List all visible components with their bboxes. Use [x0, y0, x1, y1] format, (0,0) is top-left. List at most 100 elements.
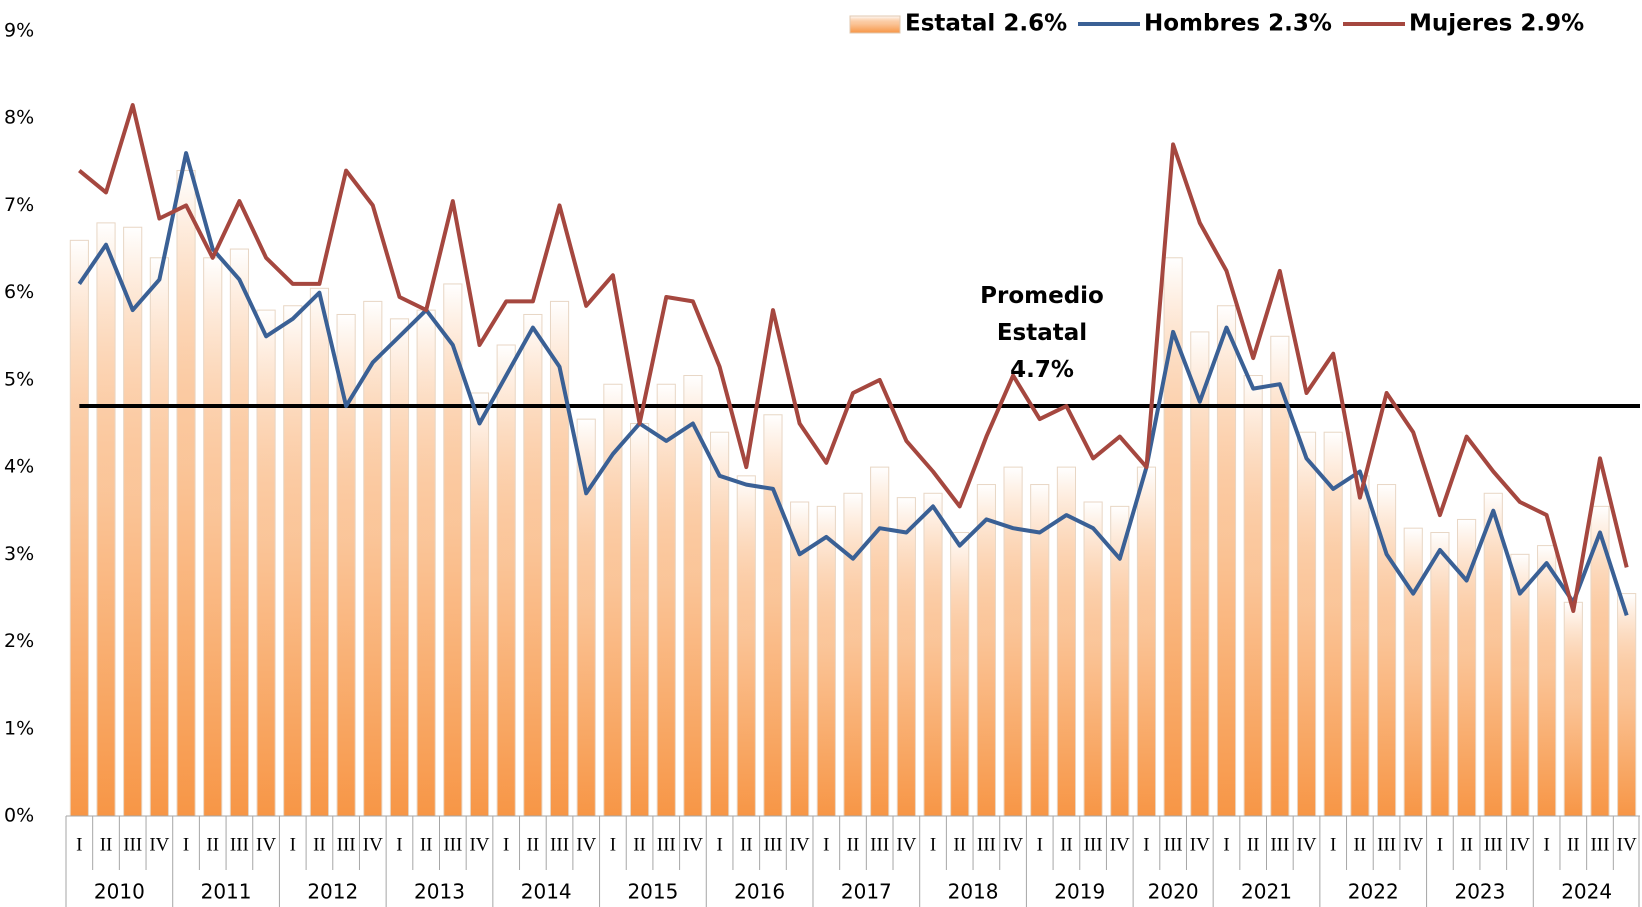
bar	[1083, 501, 1103, 817]
x-tick-label: III	[977, 834, 996, 855]
bar	[1003, 466, 1023, 817]
y-tick-label: 9%	[4, 20, 34, 42]
x-tick-label: IV	[1617, 834, 1637, 855]
bar	[1136, 466, 1157, 817]
y-tick-label: 0%	[4, 805, 34, 827]
bar	[203, 257, 223, 817]
x-tick-label: II	[953, 834, 966, 855]
bar	[630, 423, 650, 817]
bar	[683, 375, 703, 817]
y-tick-label: 6%	[4, 281, 34, 303]
x-tick-label: III	[763, 834, 782, 855]
x-tick-label: II	[740, 834, 753, 855]
x-tick-label: IV	[896, 834, 916, 855]
bar	[1483, 492, 1503, 817]
year-label: 2010	[94, 880, 145, 904]
bar	[149, 257, 169, 817]
bar	[389, 318, 410, 817]
year-label: 2024	[1561, 880, 1612, 904]
x-tick-label: I	[290, 834, 296, 855]
bar	[549, 300, 570, 817]
x-tick-label: III	[657, 834, 676, 855]
x-tick-label: II	[313, 834, 326, 855]
bar	[656, 383, 676, 817]
x-tick-label: II	[847, 834, 860, 855]
bar	[976, 484, 996, 817]
x-tick-label: I	[76, 834, 82, 855]
x-tick-label: III	[1590, 834, 1609, 855]
x-tick-label: III	[1377, 834, 1396, 855]
year-label: 2011	[201, 880, 252, 904]
year-label: 2015	[627, 880, 678, 904]
bar	[363, 300, 383, 817]
bar	[1403, 527, 1423, 817]
x-tick-label: I	[183, 834, 189, 855]
y-tick-label: 5%	[4, 368, 34, 390]
bar	[416, 309, 436, 817]
x-tick-label: IV	[256, 834, 276, 855]
year-label: 2014	[521, 880, 572, 904]
bar	[763, 414, 783, 817]
annotation-line: Promedio	[980, 283, 1104, 309]
bar	[336, 313, 356, 817]
legend-label: Hombres 2.3%	[1144, 11, 1332, 37]
x-tick-label: IV	[1296, 834, 1316, 855]
x-tick-label: IV	[1403, 834, 1423, 855]
bar	[176, 170, 196, 817]
bar	[69, 239, 89, 817]
line-series	[78, 103, 1629, 613]
bar	[1430, 532, 1450, 817]
x-tick-label: III	[443, 834, 462, 855]
x-tick-label: II	[420, 834, 433, 855]
x-tick-label: III	[337, 834, 356, 855]
year-label: 2020	[1148, 880, 1199, 904]
x-tick-label: I	[610, 834, 616, 855]
bar	[843, 492, 863, 817]
line-series	[77, 151, 1629, 617]
x-tick-label: I	[1543, 834, 1549, 855]
x-tick-label: I	[1143, 834, 1149, 855]
bar	[923, 492, 943, 817]
x-tick-label: IV	[1003, 834, 1023, 855]
x-tick-label: I	[1437, 834, 1443, 855]
x-tick-label: I	[930, 834, 936, 855]
year-label: 2017	[841, 880, 892, 904]
bar	[469, 392, 490, 817]
x-tick-label: II	[527, 834, 540, 855]
x-tick-label: II	[100, 834, 113, 855]
x-tick-label: IV	[363, 834, 383, 855]
x-tick-label: II	[1060, 834, 1073, 855]
bar	[576, 418, 596, 817]
bar	[1617, 593, 1637, 817]
x-tick-label: IV	[790, 834, 810, 855]
year-label: 2012	[307, 880, 358, 904]
bar	[283, 305, 303, 817]
year-label: 2018	[948, 880, 999, 904]
x-tick-label: II	[1460, 834, 1473, 855]
bar	[123, 226, 143, 817]
bar	[736, 475, 756, 817]
x-tick-label: IV	[149, 834, 169, 855]
x-tick-label: IV	[1510, 834, 1530, 855]
x-tick-label: IV	[576, 834, 596, 855]
bar	[229, 248, 249, 817]
year-label: 2016	[734, 880, 785, 904]
x-tick-label: III	[1164, 834, 1183, 855]
x-tick-label: I	[503, 834, 509, 855]
year-label: 2019	[1054, 880, 1105, 904]
legend-label: Mujeres 2.9%	[1409, 11, 1584, 37]
x-tick-label: I	[716, 834, 722, 855]
annotation-line: 4.7%	[1010, 357, 1074, 383]
bar	[1350, 475, 1370, 817]
annotation: Promedio Estatal 4.7%	[980, 283, 1104, 383]
x-tick-label: I	[823, 834, 829, 855]
year-label: 2023	[1454, 880, 1505, 904]
x-tick-label: III	[1270, 834, 1289, 855]
x-tick-label: III	[1484, 834, 1503, 855]
bar	[710, 431, 730, 817]
bar	[96, 222, 116, 817]
bar	[1563, 601, 1583, 817]
bar	[950, 532, 970, 817]
annotation-line: Estatal	[997, 320, 1087, 346]
